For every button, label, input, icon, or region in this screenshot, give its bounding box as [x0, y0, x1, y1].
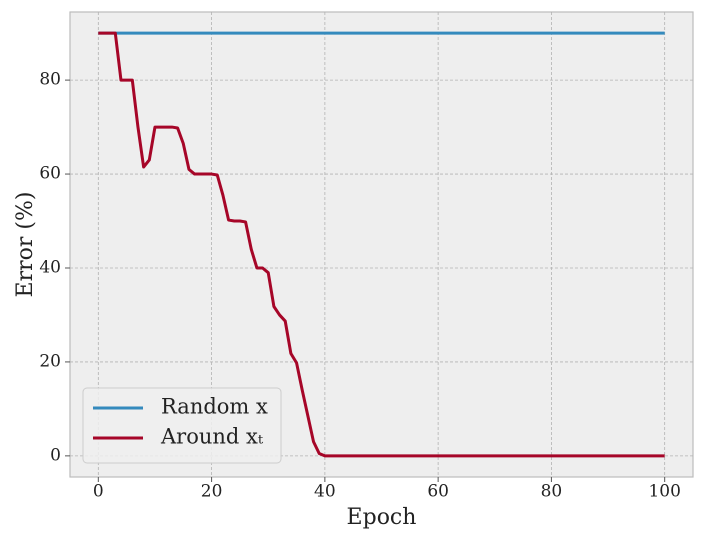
x-tick-label: 40 — [314, 482, 336, 502]
legend-label: Around xₜ — [160, 425, 264, 449]
x-tick-label: 20 — [201, 482, 223, 502]
x-tick-label: 0 — [93, 482, 104, 502]
y-tick-label: 60 — [39, 164, 61, 184]
x-axis-label: Epoch — [347, 505, 417, 530]
y-tick-label: 40 — [39, 257, 61, 277]
y-axis-label: Error (%) — [13, 192, 38, 298]
x-tick-label: 100 — [648, 482, 680, 502]
y-tick-label: 80 — [39, 70, 61, 90]
legend-label: Random x — [161, 395, 268, 419]
y-tick-label: 20 — [39, 351, 61, 371]
x-tick-label: 80 — [541, 482, 563, 502]
line — [98, 31, 665, 458]
x-tick-label: 60 — [427, 482, 449, 502]
y-tick-label: 0 — [50, 445, 61, 465]
